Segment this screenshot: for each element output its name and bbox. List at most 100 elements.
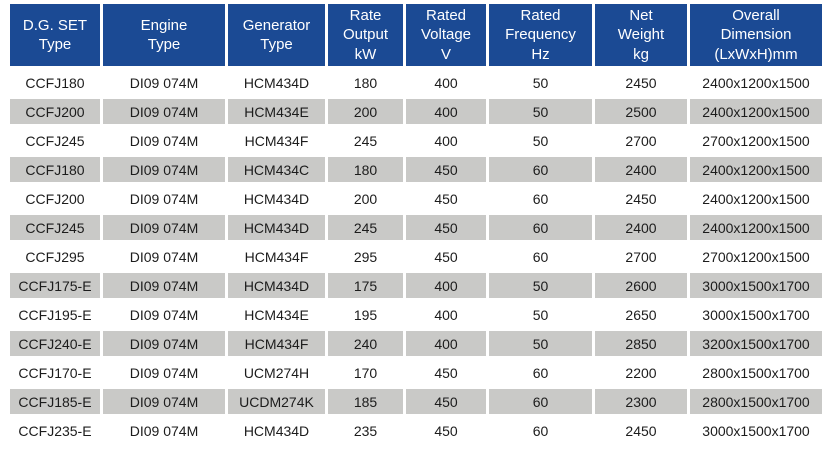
- cell-generator-type: HCM434E: [228, 99, 325, 124]
- cell-rated-frequency: 60: [489, 389, 592, 414]
- table-row: CCFJ240-E DI09 074M HCM434F 240 400 50 2…: [10, 331, 822, 356]
- cell-generator-type: HCM434D: [243, 422, 310, 439]
- cell-rated-frequency: 50: [532, 74, 549, 91]
- cell-dg-set-type: CCFJ175-E: [10, 273, 100, 298]
- cell-generator-type: HCM434D: [228, 273, 325, 298]
- col-header-dg-set-type: D.G. SET Type: [10, 4, 100, 66]
- cell-generator-type: HCM434F: [244, 248, 309, 265]
- cell-rated-voltage: 450: [434, 190, 458, 207]
- cell-rate-output: 195: [353, 306, 378, 323]
- cell-rate-output: 185: [328, 389, 403, 414]
- cell-dg-set-type: CCFJ180: [25, 74, 85, 91]
- cell-net-weight: 2500: [595, 99, 687, 124]
- cell-rated-frequency: 60: [532, 364, 549, 381]
- cell-net-weight: 2400: [595, 215, 687, 240]
- cell-rated-voltage: 450: [434, 248, 458, 265]
- table-row: CCFJ180 DI09 074M HCM434D 180 400 50 245…: [10, 70, 822, 95]
- table-row: CCFJ195-E DI09 074M HCM434E 195 400 50 2…: [10, 302, 822, 327]
- cell-overall-dimension: 3000x1500x1700: [690, 273, 822, 298]
- cell-rate-output: 235: [353, 422, 378, 439]
- cell-net-weight: 2850: [595, 331, 687, 356]
- col-header-engine-type: Engine Type: [103, 4, 225, 66]
- cell-generator-type: HCM434F: [244, 132, 309, 149]
- table-row: CCFJ180 DI09 074M HCM434C 180 450 60 240…: [10, 157, 822, 182]
- cell-net-weight: 2650: [625, 306, 657, 323]
- cell-net-weight: 2450: [625, 74, 657, 91]
- cell-rated-frequency: 50: [532, 306, 549, 323]
- cell-net-weight: 2600: [595, 273, 687, 298]
- col-header-generator-type: Generator Type: [228, 4, 325, 66]
- cell-engine-type: DI09 074M: [103, 389, 225, 414]
- table-row: CCFJ295 DI09 074M HCM434F 295 450 60 270…: [10, 244, 822, 269]
- cell-overall-dimension: 2700x1200x1500: [702, 132, 810, 149]
- cell-dg-set-type: CCFJ245: [10, 215, 100, 240]
- cell-rated-frequency: 50: [489, 99, 592, 124]
- cell-dg-set-type: CCFJ240-E: [10, 331, 100, 356]
- cell-rated-frequency: 50: [489, 331, 592, 356]
- cell-generator-type: HCM434D: [243, 190, 310, 207]
- cell-net-weight: 2200: [625, 364, 657, 381]
- col-header-rated-voltage: Rated Voltage V: [406, 4, 486, 66]
- cell-rate-output: 245: [353, 132, 378, 149]
- cell-dg-set-type: CCFJ180: [10, 157, 100, 182]
- cell-generator-type: HCM434D: [228, 215, 325, 240]
- cell-net-weight: 2700: [625, 248, 657, 265]
- cell-overall-dimension: 2400x1200x1500: [690, 157, 822, 182]
- cell-rated-voltage: 400: [434, 74, 458, 91]
- cell-rated-voltage: 450: [406, 215, 486, 240]
- cell-overall-dimension: 3000x1500x1700: [702, 422, 810, 439]
- cell-engine-type: DI09 074M: [103, 99, 225, 124]
- cell-dg-set-type: CCFJ170-E: [18, 364, 92, 381]
- cell-rated-voltage: 450: [406, 389, 486, 414]
- cell-overall-dimension: 2400x1200x1500: [702, 190, 810, 207]
- table-header: D.G. SET Type Engine Type Generator Type…: [10, 4, 822, 66]
- cell-net-weight: 2300: [595, 389, 687, 414]
- cell-net-weight: 2450: [625, 190, 657, 207]
- cell-overall-dimension: 2400x1200x1500: [690, 215, 822, 240]
- cell-rated-frequency: 60: [532, 422, 549, 439]
- cell-engine-type: DI09 074M: [129, 132, 199, 149]
- cell-overall-dimension: 3200x1500x1700: [690, 331, 822, 356]
- cell-dg-set-type: CCFJ235-E: [18, 422, 92, 439]
- cell-engine-type: DI09 074M: [129, 364, 199, 381]
- cell-dg-set-type: CCFJ200: [25, 190, 85, 207]
- cell-rated-voltage: 400: [406, 273, 486, 298]
- col-header-rate-output: Rate Output kW: [328, 4, 403, 66]
- cell-engine-type: DI09 074M: [103, 215, 225, 240]
- cell-generator-type: HCM434F: [228, 331, 325, 356]
- cell-generator-type: UCM274H: [243, 364, 310, 381]
- cell-net-weight: 2400: [595, 157, 687, 182]
- cell-engine-type: DI09 074M: [103, 157, 225, 182]
- cell-overall-dimension: 2400x1200x1500: [702, 74, 810, 91]
- cell-rate-output: 180: [328, 157, 403, 182]
- cell-engine-type: DI09 074M: [129, 190, 199, 207]
- table-row: CCFJ245 DI09 074M HCM434D 245 450 60 240…: [10, 215, 822, 240]
- cell-rated-voltage: 400: [434, 306, 458, 323]
- cell-rate-output: 200: [353, 190, 378, 207]
- table-row: CCFJ235-E DI09 074M HCM434D 235 450 60 2…: [10, 418, 822, 443]
- cell-rated-frequency: 50: [489, 273, 592, 298]
- cell-rated-voltage: 400: [406, 331, 486, 356]
- cell-engine-type: DI09 074M: [129, 306, 199, 323]
- cell-engine-type: DI09 074M: [103, 331, 225, 356]
- cell-rated-voltage: 450: [434, 364, 458, 381]
- table-row: CCFJ185-E DI09 074M UCDM274K 185 450 60 …: [10, 389, 822, 414]
- table-row: CCFJ200 DI09 074M HCM434D 200 450 60 245…: [10, 186, 822, 211]
- cell-rated-frequency: 50: [532, 132, 549, 149]
- cell-generator-type: HCM434E: [244, 306, 309, 323]
- table-row: CCFJ170-E DI09 074M UCM274H 170 450 60 2…: [10, 360, 822, 385]
- cell-overall-dimension: 2700x1200x1500: [702, 248, 810, 265]
- cell-dg-set-type: CCFJ295: [25, 248, 85, 265]
- cell-dg-set-type: CCFJ195-E: [18, 306, 92, 323]
- cell-overall-dimension: 2800x1500x1700: [702, 364, 810, 381]
- cell-overall-dimension: 2800x1500x1700: [690, 389, 822, 414]
- cell-rate-output: 170: [353, 364, 378, 381]
- cell-rate-output: 180: [353, 74, 378, 91]
- cell-engine-type: DI09 074M: [129, 422, 199, 439]
- cell-net-weight: 2450: [625, 422, 657, 439]
- cell-rate-output: 295: [353, 248, 378, 265]
- spec-table-body: CCFJ180 DI09 074M HCM434D 180 400 50 245…: [10, 70, 822, 443]
- cell-overall-dimension: 2400x1200x1500: [690, 99, 822, 124]
- cell-dg-set-type: CCFJ185-E: [10, 389, 100, 414]
- cell-rated-frequency: 60: [489, 157, 592, 182]
